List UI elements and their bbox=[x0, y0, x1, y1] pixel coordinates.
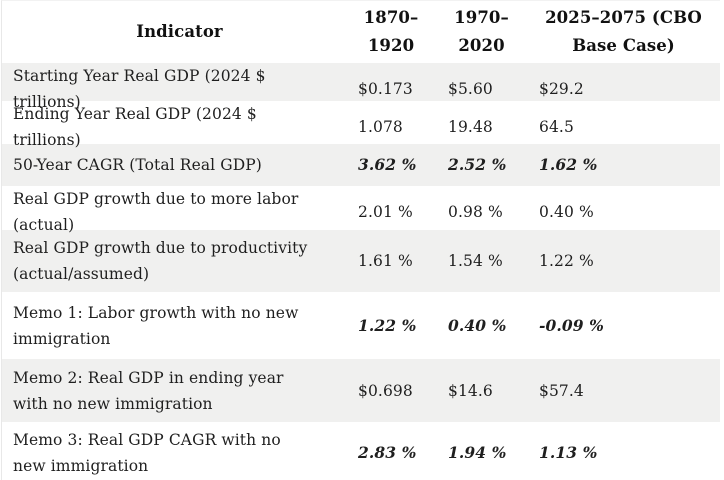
value-cell: 1.62 % bbox=[527, 144, 720, 186]
column-header-1870-1920: 1870– 1920 bbox=[346, 1, 436, 63]
value-cell: 1.61 % bbox=[346, 230, 436, 292]
value-text: 1.61 % bbox=[358, 252, 413, 270]
value-text: 1.22 % bbox=[358, 315, 417, 335]
indicator-cell: 50-Year CAGR (Total Real GDP) bbox=[2, 144, 346, 186]
value-text: 1.078 bbox=[358, 118, 403, 136]
indicator-cell: Starting Year Real GDP (2024 $ trillions… bbox=[2, 63, 346, 115]
table-row: Starting Year Real GDP (2024 $ trillions… bbox=[2, 63, 720, 111]
column-header-1970-2020: 1970– 2020 bbox=[436, 1, 527, 63]
column-header-label: 1870– 1920 bbox=[363, 8, 419, 55]
value-text: 19.48 bbox=[448, 118, 493, 136]
value-cell: 1.078 bbox=[346, 101, 436, 153]
value-cell: $14.6 bbox=[436, 359, 527, 422]
value-text: $57.4 bbox=[539, 381, 584, 400]
value-cell: $0.173 bbox=[346, 63, 436, 115]
column-header-label: 1970– 2020 bbox=[454, 8, 509, 55]
value-text: $0.698 bbox=[358, 381, 413, 400]
indicator-cell: Real GDP growth due to more labor (actua… bbox=[2, 186, 346, 238]
value-cell: 0.98 % bbox=[436, 186, 527, 238]
table-row: Real GDP growth due to productivity (act… bbox=[2, 230, 720, 292]
column-header-2025-2075: 2025–2075 (CBO Base Case) bbox=[527, 1, 720, 63]
table-row: Memo 3: Real GDP CAGR with no new immigr… bbox=[2, 422, 720, 480]
value-text: 2.52 % bbox=[448, 155, 507, 174]
indicator-label: Memo 1: Labor growth with no new immigra… bbox=[13, 303, 299, 348]
value-cell: 1.94 % bbox=[436, 422, 527, 480]
indicator-cell: Memo 1: Labor growth with no new immigra… bbox=[2, 292, 346, 359]
value-cell: $57.4 bbox=[527, 359, 720, 422]
value-text: 1.22 % bbox=[539, 252, 594, 270]
column-header-label: Indicator bbox=[136, 22, 223, 41]
value-cell: 0.40 % bbox=[527, 186, 720, 238]
value-cell: $0.698 bbox=[346, 359, 436, 422]
value-text: 1.13 % bbox=[539, 443, 598, 462]
table-header-row: Indicator 1870– 1920 1970– 2020 2025–207… bbox=[2, 1, 720, 63]
indicator-label: Memo 3: Real GDP CAGR with no new immigr… bbox=[13, 431, 281, 475]
value-text: 1.54 % bbox=[448, 252, 503, 270]
value-text: 1.94 % bbox=[448, 443, 507, 462]
column-header-label: 2025–2075 (CBO Base Case) bbox=[545, 8, 702, 55]
table-row: Memo 2: Real GDP in ending year with no … bbox=[2, 359, 720, 422]
value-cell: 1.54 % bbox=[436, 230, 527, 292]
value-text: $14.6 bbox=[448, 381, 493, 400]
value-cell: 19.48 bbox=[436, 101, 527, 153]
value-text: 64.5 bbox=[539, 118, 574, 136]
indicator-cell: Memo 2: Real GDP in ending year with no … bbox=[2, 359, 346, 422]
value-text: 3.62 % bbox=[358, 155, 417, 174]
table-row: 50-Year CAGR (Total Real GDP) 3.62 % 2.5… bbox=[2, 144, 720, 186]
value-cell: 3.62 % bbox=[346, 144, 436, 186]
value-cell: -0.09 % bbox=[527, 292, 720, 359]
value-text: 2.83 % bbox=[358, 443, 417, 462]
indicator-label: Memo 2: Real GDP in ending year with no … bbox=[13, 368, 284, 413]
value-cell: 2.83 % bbox=[346, 422, 436, 480]
value-text: 2.01 % bbox=[358, 203, 413, 221]
value-cell: $5.60 bbox=[436, 63, 527, 115]
indicator-label: Ending Year Real GDP (2024 $ trillions) bbox=[13, 105, 257, 149]
table-row: Memo 1: Labor growth with no new immigra… bbox=[2, 292, 720, 359]
value-text: $0.173 bbox=[358, 80, 413, 98]
value-cell: 1.22 % bbox=[527, 230, 720, 292]
value-text: 0.40 % bbox=[448, 315, 507, 335]
indicator-cell: Ending Year Real GDP (2024 $ trillions) bbox=[2, 101, 346, 153]
value-cell: 1.13 % bbox=[527, 422, 720, 480]
value-cell: 0.40 % bbox=[436, 292, 527, 359]
column-header-indicator: Indicator bbox=[2, 1, 346, 63]
value-text: 1.62 % bbox=[539, 155, 598, 174]
value-text: $29.2 bbox=[539, 80, 584, 98]
indicator-label: Real GDP growth due to productivity (act… bbox=[13, 239, 308, 283]
value-cell: 1.22 % bbox=[346, 292, 436, 359]
indicator-label: Real GDP growth due to more labor (actua… bbox=[13, 190, 299, 234]
indicator-label: Starting Year Real GDP (2024 $ trillions… bbox=[13, 67, 266, 111]
table-row: Real GDP growth due to more labor (actua… bbox=[2, 186, 720, 234]
indicator-cell: Real GDP growth due to productivity (act… bbox=[2, 230, 346, 292]
value-cell: 2.52 % bbox=[436, 144, 527, 186]
indicator-cell: Memo 3: Real GDP CAGR with no new immigr… bbox=[2, 422, 346, 480]
value-cell: $29.2 bbox=[527, 63, 720, 115]
indicator-label: 50-Year CAGR (Total Real GDP) bbox=[13, 156, 262, 174]
table-body: Starting Year Real GDP (2024 $ trillions… bbox=[2, 63, 720, 480]
value-text: $5.60 bbox=[448, 80, 493, 98]
value-text: 0.98 % bbox=[448, 203, 503, 221]
table-row: Ending Year Real GDP (2024 $ trillions) … bbox=[2, 101, 720, 149]
value-cell: 64.5 bbox=[527, 101, 720, 153]
value-text: -0.09 % bbox=[539, 315, 605, 335]
value-cell: 2.01 % bbox=[346, 186, 436, 238]
value-text: 0.40 % bbox=[539, 203, 594, 221]
